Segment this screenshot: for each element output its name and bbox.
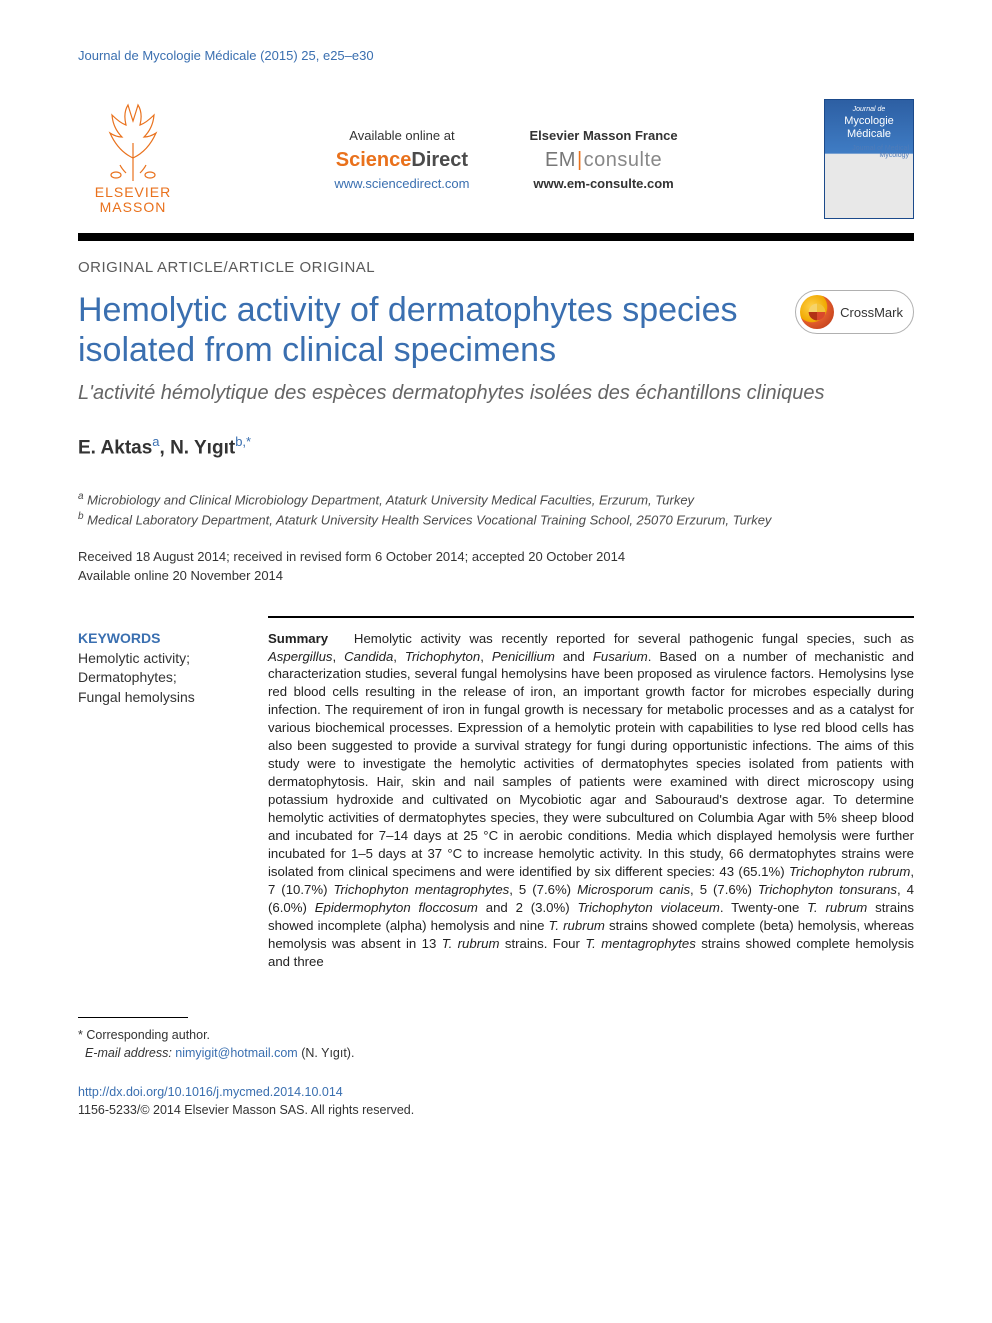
sciencedirect-url[interactable]: www.sciencedirect.com — [334, 176, 469, 191]
emconsulte-url[interactable]: www.em-consulte.com — [529, 176, 677, 191]
abstract-column: Summary Hemolytic activity was recently … — [268, 630, 914, 971]
author-1-aff: a — [152, 434, 159, 449]
author-email[interactable]: nimyigit@hotmail.com — [175, 1046, 297, 1060]
history-line2: Available online 20 November 2014 — [78, 567, 914, 586]
elsevier-tree-icon — [98, 103, 168, 183]
article-subtitle: L'activité hémolytique des espèces derma… — [78, 380, 914, 406]
corresponding-star: * — [246, 434, 251, 449]
affiliation-b: b Medical Laboratory Department, Ataturk… — [78, 510, 914, 530]
doi-link[interactable]: http://dx.doi.org/10.1016/j.mycmed.2014.… — [78, 1085, 914, 1099]
history-line1: Received 18 August 2014; received in rev… — [78, 548, 914, 567]
footnotes: * Corresponding author. E-mail address: … — [78, 1026, 914, 1064]
available-at-label: Available online at — [334, 128, 469, 143]
crossmark-label: CrossMark — [840, 305, 903, 320]
history-dates: Received 18 August 2014; received in rev… — [78, 548, 914, 586]
crossmark-icon — [800, 295, 834, 329]
title-row: Hemolytic activity of dermatophytes spec… — [78, 290, 914, 370]
abstract-row: KEYWORDS Hemolytic activity; Dermatophyt… — [78, 630, 914, 971]
author-1: E. Aktas — [78, 438, 152, 459]
aff-a-text: Microbiology and Clinical Microbiology D… — [84, 492, 695, 507]
email-tail: (N. Yıgıt). — [298, 1046, 355, 1060]
publisher-line1: ELSEVIER — [95, 184, 171, 200]
em-bar-icon: | — [576, 149, 584, 171]
journal-title-en: Journal of Medical Mycology — [829, 145, 909, 160]
emconsulte-block: Elsevier Masson France EM|consulte www.e… — [529, 128, 677, 191]
abstract-runin: Summary — [268, 631, 328, 646]
sciencedirect-logo: ScienceDirect — [334, 149, 469, 172]
article-title: Hemolytic activity of dermatophytes spec… — [78, 290, 773, 370]
em-title: Elsevier Masson France — [529, 128, 677, 143]
publisher-line2: MASSON — [100, 199, 167, 215]
sd-part1: Science — [336, 149, 412, 171]
affiliations: a Microbiology and Clinical Microbiology… — [78, 490, 914, 530]
authors-sep: , — [160, 438, 171, 459]
header-mid: Available online at ScienceDirect www.sc… — [334, 128, 677, 191]
email-line: E-mail address: nimyigit@hotmail.com (N.… — [78, 1044, 914, 1063]
email-label: E-mail address: — [85, 1046, 175, 1060]
copyright-line: 1156-5233/© 2014 Elsevier Masson SAS. Al… — [78, 1103, 414, 1117]
corresponding-author-note: * Corresponding author. — [78, 1026, 914, 1045]
publisher-name: ELSEVIER MASSON — [95, 185, 171, 216]
affiliation-a: a Microbiology and Clinical Microbiology… — [78, 490, 914, 510]
authors-line: E. Aktasa, N. Yıgıtb,* — [78, 434, 914, 459]
footnote-rule — [78, 1017, 188, 1018]
journal-title-2: Médicale — [847, 129, 891, 141]
abstract-text: Hemolytic activity was recently reported… — [268, 631, 914, 969]
abstract-rule — [268, 616, 914, 618]
aff-b-text: Medical Laboratory Department, Ataturk U… — [84, 512, 772, 527]
journal-cover-thumb: Journal de Mycologie Médicale Journal of… — [824, 99, 914, 219]
author-2: N. Yıgıt — [170, 438, 235, 459]
running-head: Journal de Mycologie Médicale (2015) 25,… — [78, 48, 914, 63]
emconsulte-logo: EM|consulte — [529, 149, 677, 172]
em-part1: EM — [545, 149, 576, 171]
sd-part2: Direct — [411, 149, 468, 171]
keywords-body: Hemolytic activity; Dermatophytes; Funga… — [78, 649, 232, 708]
keywords-heading: KEYWORDS — [78, 630, 232, 646]
journal-title-1: Mycologie — [844, 116, 894, 128]
author-2-aff: b, — [235, 434, 246, 449]
header-band: ELSEVIER MASSON Available online at Scie… — [78, 91, 914, 241]
sciencedirect-block: Available online at ScienceDirect www.sc… — [334, 128, 469, 191]
article-type-label: ORIGINAL ARTICLE/ARTICLE ORIGINAL — [78, 259, 914, 276]
em-part2: consulte — [584, 149, 663, 171]
publisher-logo-block: ELSEVIER MASSON — [78, 103, 188, 216]
bottom-block: http://dx.doi.org/10.1016/j.mycmed.2014.… — [78, 1085, 914, 1117]
keywords-column: KEYWORDS Hemolytic activity; Dermatophyt… — [78, 630, 232, 971]
journal-small-label: Journal de — [853, 106, 886, 114]
crossmark-button[interactable]: CrossMark — [795, 290, 914, 334]
